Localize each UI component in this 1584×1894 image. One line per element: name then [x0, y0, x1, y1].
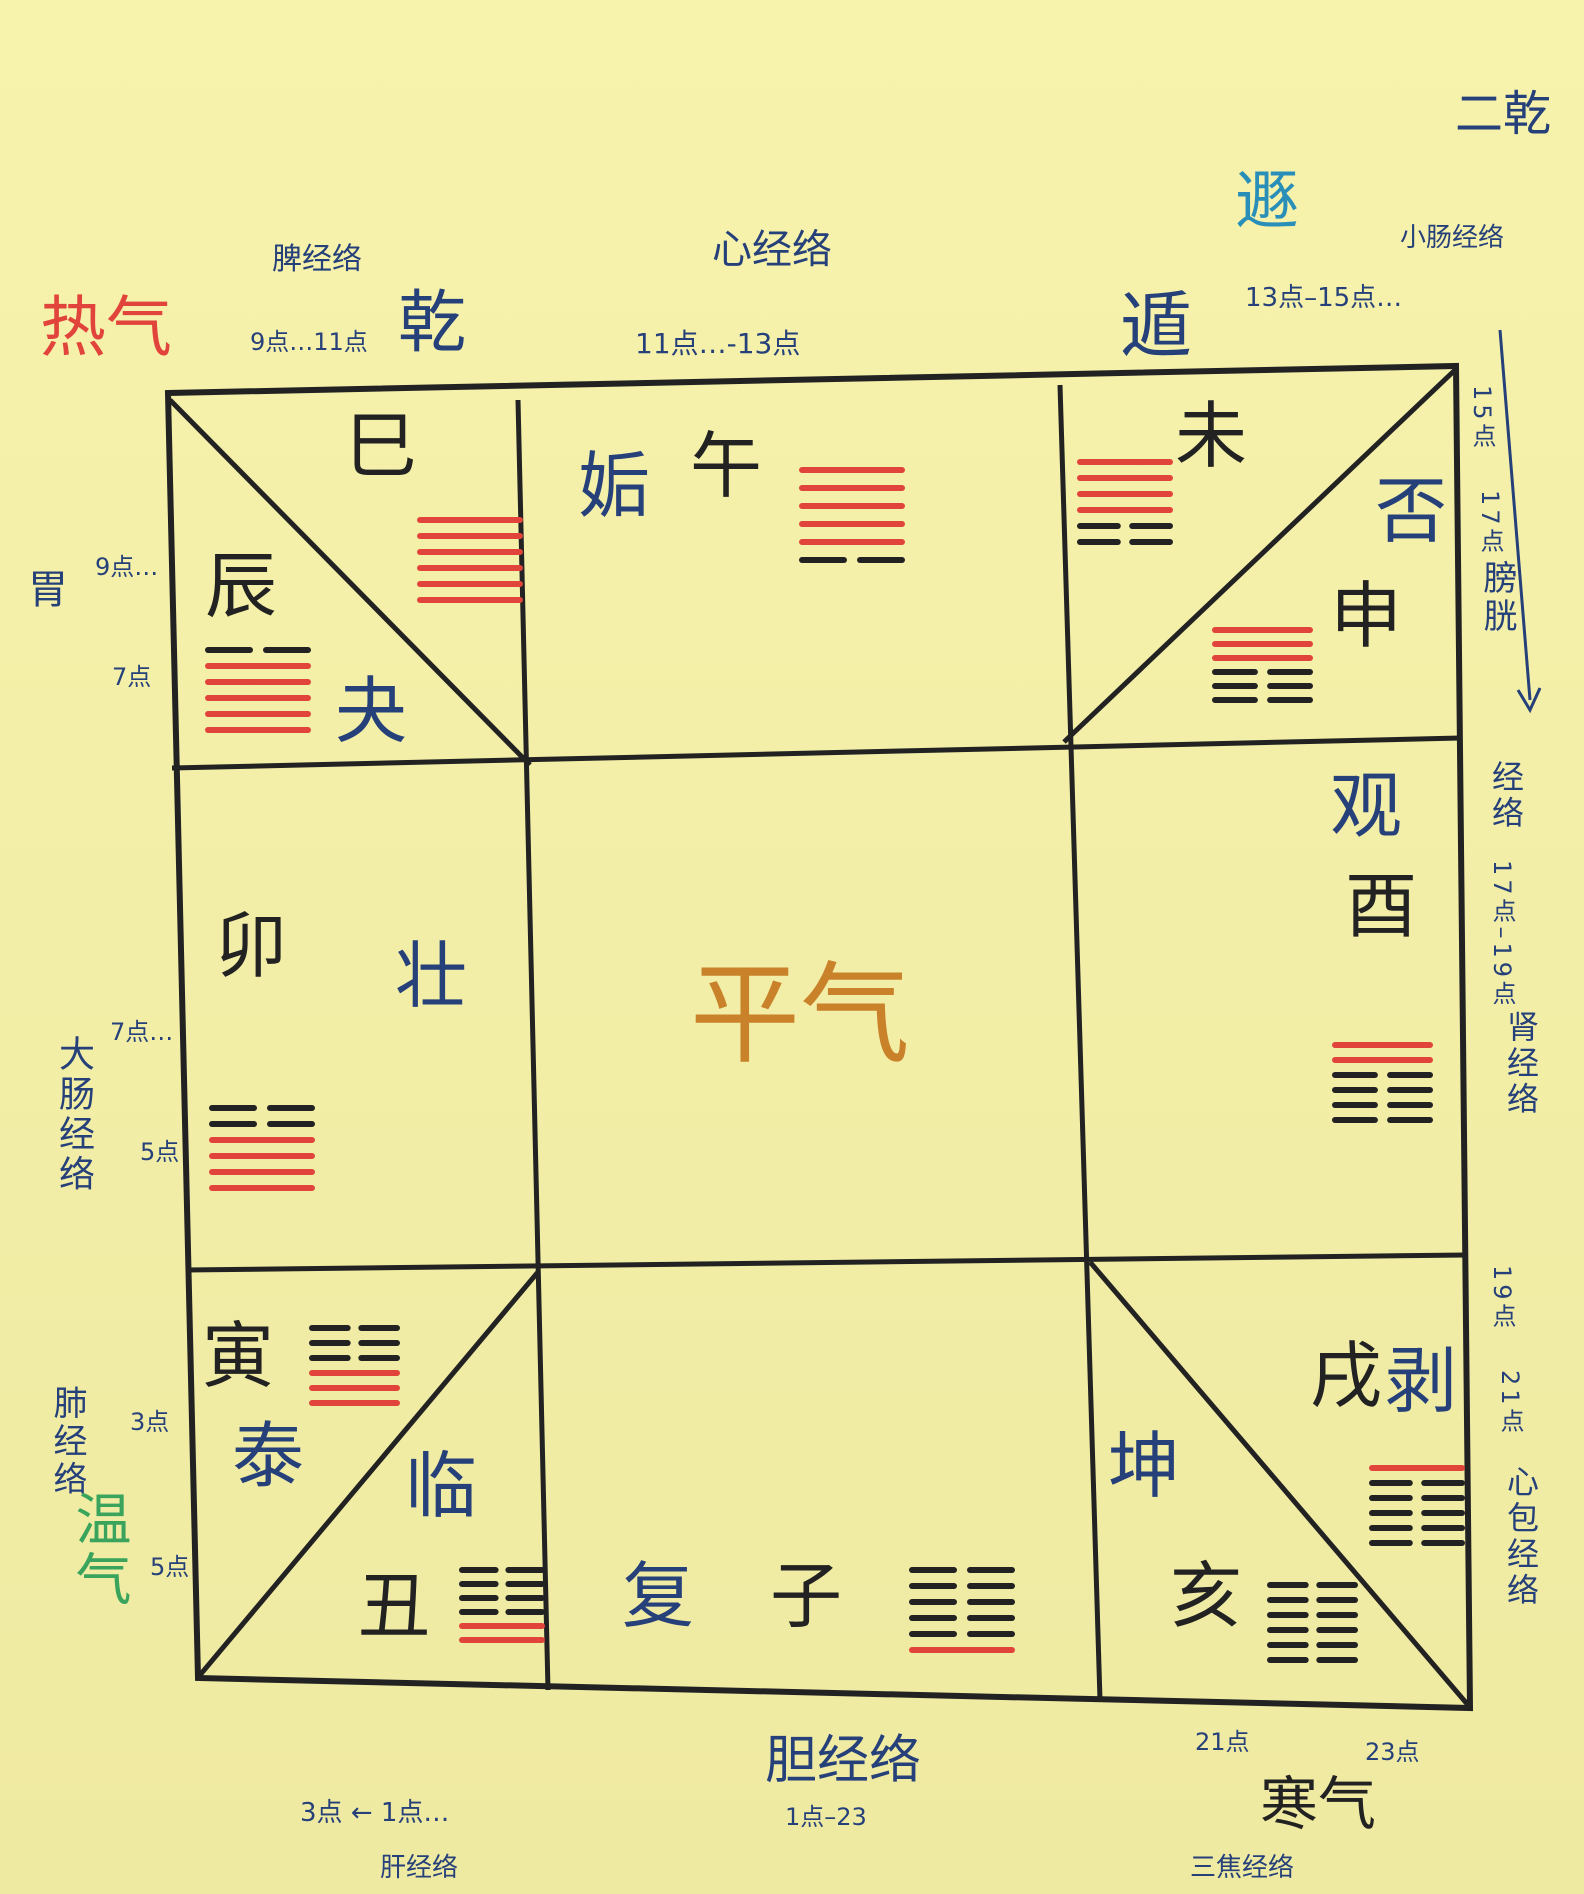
- grid-line-v1: [515, 399, 551, 1691]
- hexagram-guan: [1332, 1042, 1433, 1123]
- hexagram-guai: [205, 647, 311, 733]
- note-pi-time: 9点…11点: [250, 328, 368, 356]
- note-pangguang-c: 膀胱: [1477, 560, 1517, 636]
- note-xinbao-time-b: 21点: [1496, 1370, 1524, 1437]
- hexname-guai: 夬: [335, 669, 408, 753]
- note-wei-time-b: 7点: [112, 663, 152, 691]
- branch-si: 巳: [345, 404, 418, 488]
- note-dan-time: 1点–23: [785, 1803, 867, 1831]
- hexname-dun: 遁: [1120, 284, 1193, 368]
- center-label: 平气: [690, 951, 910, 1079]
- note-shen-time: 17点–19点: [1488, 860, 1516, 1010]
- hexagram-zhuang: [209, 1105, 315, 1191]
- note-xiaochang: 小肠经络: [1400, 223, 1505, 253]
- hexagram-qian: [417, 517, 523, 603]
- note-gan-time: 3点 ← 1点…: [300, 1798, 450, 1828]
- hexname-bo: 剥: [1385, 1339, 1458, 1423]
- note-dachang-time-b: 5点: [140, 1138, 180, 1166]
- diagonal-bottom-left: [198, 1270, 540, 1677]
- note-shen-label: 肾经络: [1502, 1010, 1540, 1118]
- branch-wei: 未: [1175, 394, 1248, 478]
- outer-frame: [164, 362, 1474, 1712]
- branch-chen: 辰: [205, 544, 278, 628]
- note-wei-jing: 胃: [28, 567, 68, 613]
- diagonal-top-right: [1062, 368, 1457, 744]
- right-arrow-line: [1498, 329, 1532, 701]
- note-fei-time-a: 3点: [130, 1408, 170, 1436]
- note-xinbao: 心包经络: [1502, 1465, 1540, 1609]
- branch-yin: 寅: [202, 1314, 275, 1398]
- note-dun-top: 遯: [1235, 165, 1299, 239]
- hexname-gou: 姤: [578, 444, 651, 528]
- branch-wu: 午: [690, 424, 763, 508]
- hexagram-fu: [909, 1567, 1015, 1653]
- hexagram-lin: [459, 1567, 545, 1643]
- hexagram-bo: [1369, 1465, 1465, 1546]
- grid-line-h1: [171, 735, 1461, 771]
- hexagram-dun: [1077, 459, 1173, 545]
- grid-line-h2: [185, 1252, 1467, 1273]
- note-dachang-time-a: 7点…: [110, 1018, 174, 1046]
- note-pangguang-a: 15点: [1468, 385, 1496, 452]
- note-shen-jingluo: 经络: [1487, 760, 1525, 832]
- note-wen-qi: 温气: [66, 1490, 131, 1610]
- branch-shen: 申: [1330, 574, 1403, 658]
- hexagram-tai: [309, 1325, 400, 1406]
- branch-xu: 戌: [1310, 1334, 1383, 1418]
- note-fei-time-b: 5点: [150, 1553, 190, 1581]
- note-wei-time-a: 9点…: [95, 553, 159, 581]
- hexagram-kun: [1267, 1582, 1358, 1663]
- note-dachang: 大肠经络: [53, 1035, 94, 1195]
- hexname-zhuang: 壮: [395, 934, 468, 1018]
- hexname-fu: 复: [622, 1554, 695, 1638]
- hexname-guan: 观: [1330, 764, 1403, 848]
- hexname-tai: 泰: [232, 1414, 305, 1498]
- hexname-qian: 乾: [398, 284, 467, 363]
- note-dan-jingluo: 胆经络: [765, 1731, 922, 1791]
- hexagram-layer: [205, 459, 1465, 1663]
- hexagram-pi: [1212, 627, 1313, 703]
- branch-hai: 亥: [1170, 1554, 1243, 1638]
- note-xinbao-time-a: 19点: [1488, 1265, 1516, 1332]
- note-xin-jingluo: 心经络: [712, 227, 832, 273]
- note-sanjiao: 三焦经络: [1190, 1853, 1295, 1883]
- branch-chou: 丑: [358, 1564, 431, 1648]
- hexname-lin: 临: [405, 1444, 478, 1528]
- note-re-qi: 热气: [40, 289, 172, 366]
- hexname-kun: 坤: [1108, 1424, 1181, 1508]
- note-sanjiao-time-b: 23点: [1365, 1738, 1420, 1766]
- branch-zi: 子: [770, 1554, 843, 1638]
- note-er-qian: 二乾: [1455, 86, 1552, 142]
- diagonal-top-left: [168, 398, 532, 767]
- branch-mao: 卯: [215, 904, 288, 988]
- note-xin-time: 11点…-13点: [635, 327, 801, 360]
- grid-line-v2: [1057, 384, 1103, 1701]
- note-han-qi: 寒气: [1260, 1770, 1377, 1838]
- note-sanjiao-time-a: 21点: [1195, 1728, 1250, 1756]
- hexname-pi: 否: [1375, 469, 1448, 553]
- note-pi-jingluo: 脾经络: [272, 242, 362, 277]
- note-gan: 肝经络: [380, 1853, 459, 1883]
- note-pangguang-b: 17点: [1476, 490, 1504, 557]
- hexagram-gou: [799, 467, 905, 563]
- right-arrow-head: [1516, 687, 1542, 714]
- diagonal-bottom-right: [1088, 1260, 1470, 1707]
- branch-you: 酉: [1345, 864, 1418, 948]
- note-fei: 肺经络: [47, 1385, 87, 1499]
- note-xiaochang-time: 13点–15点…: [1245, 283, 1403, 313]
